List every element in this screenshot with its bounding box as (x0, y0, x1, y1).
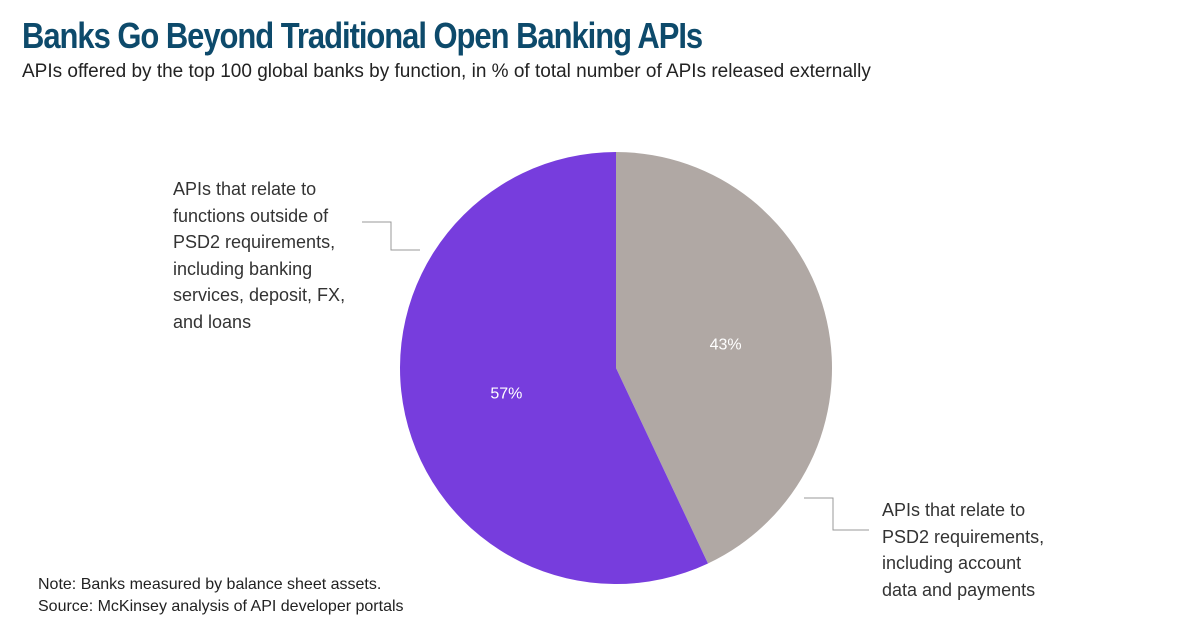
callout-outside-psd2: APIs that relate to functions outside of… (173, 176, 383, 336)
chart-footer: Note: Banks measured by balance sheet as… (38, 574, 404, 618)
callout-line: APIs that relate to (882, 500, 1026, 520)
footer-source: Source: McKinsey analysis of API develop… (38, 598, 404, 615)
leader-line-psd2 (804, 497, 869, 531)
callout-line: PSD2 requirements, (882, 526, 1045, 547)
callout-line: including banking (173, 258, 313, 279)
leader-line-outside-psd2 (362, 221, 420, 251)
callout-line: data and payments (882, 579, 1036, 600)
pie-slice-outside-psd2 (399, 151, 708, 584)
callout-psd2: APIs that relate to PSD2 requirements, i… (882, 497, 1082, 603)
footer-note: Note: Banks measured by balance sheet as… (38, 576, 382, 593)
callout-line: and loans (173, 311, 252, 332)
pie-slice-psd2 (616, 152, 832, 564)
callout-line: APIs that relate to (173, 179, 317, 199)
callout-line: including account (882, 553, 1022, 574)
pie-value-label-outside-psd2: 57% (490, 386, 522, 403)
chart-title: Banks Go Beyond Traditional Open Banking… (22, 15, 703, 56)
chart-subtitle: APIs offered by the top 100 global banks… (22, 61, 871, 82)
callout-line: services, deposit, FX, (173, 285, 346, 306)
callout-line: PSD2 requirements, (173, 232, 336, 253)
callout-line: functions outside of (173, 205, 329, 226)
pie-value-label-psd2: 43% (710, 336, 742, 353)
